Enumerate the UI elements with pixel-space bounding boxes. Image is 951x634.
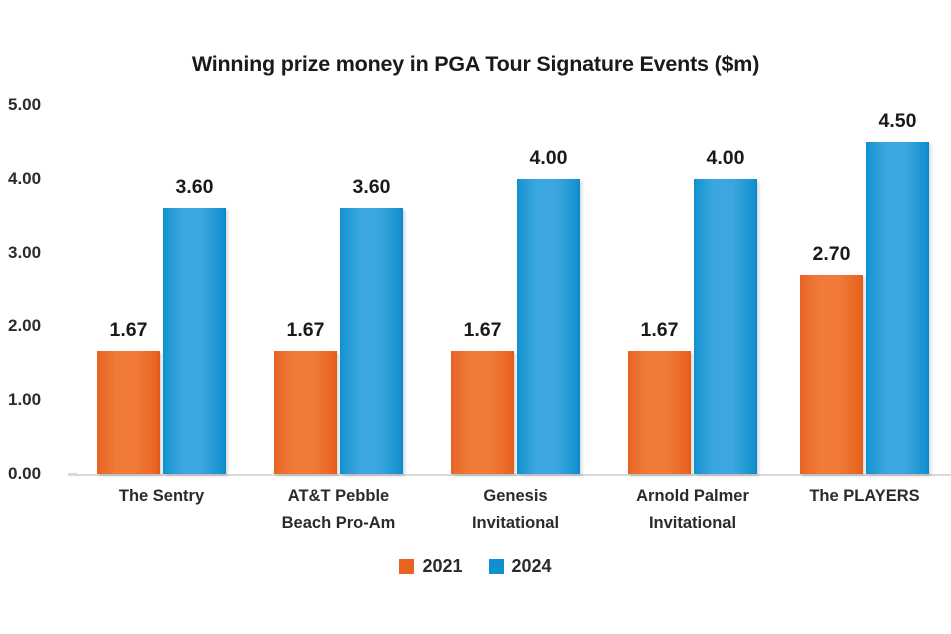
- y-axis-tick-label: 1.00: [8, 390, 42, 410]
- bar-2024-0[interactable]: [163, 208, 226, 474]
- y-axis-tick-label: 2.00: [8, 316, 42, 336]
- bar-value-label: 3.60: [352, 176, 391, 199]
- bar-value-label: 1.67: [286, 318, 325, 341]
- bar-2024-3[interactable]: [694, 178, 757, 474]
- legend-item-2024[interactable]: 2024: [488, 556, 552, 576]
- bar-value-label: 1.67: [640, 318, 679, 341]
- bar-value-label: 1.67: [109, 318, 148, 341]
- legend-label: 2021: [422, 556, 463, 576]
- bar-value-label: 4.50: [878, 109, 917, 132]
- bar-value-label: 2.70: [812, 242, 851, 265]
- bar-2021-4[interactable]: [800, 274, 863, 474]
- bar-2021-0[interactable]: [97, 350, 160, 474]
- chart-title: Winning prize money in PGA Tour Signatur…: [191, 52, 760, 76]
- bar-2024-1[interactable]: [340, 208, 403, 474]
- x-axis-category-line: The PLAYERS: [809, 487, 920, 505]
- legend-label: 2024: [511, 556, 552, 576]
- legend-swatch-icon: [399, 558, 415, 574]
- bar-2021-1[interactable]: [274, 350, 337, 474]
- y-axis-tick-label: 3.00: [8, 242, 42, 262]
- y-axis-tick-mark: [68, 473, 77, 475]
- x-axis-category-line: Invitational: [648, 514, 737, 532]
- x-axis-category-line: Genesis: [483, 487, 548, 505]
- chart-legend: 2021 2024: [0, 557, 951, 575]
- y-axis-tick-label: 4.00: [8, 168, 42, 188]
- x-axis-category-label: Arnold Palmer Invitational: [588, 483, 798, 537]
- x-axis-category-label: Genesis Invitational: [411, 483, 621, 537]
- legend-item-2021[interactable]: 2021: [399, 556, 463, 576]
- x-axis-category-line: The Sentry: [118, 487, 205, 505]
- x-axis-category-line: Beach Pro-Am: [281, 514, 396, 532]
- x-axis-line: [68, 474, 951, 476]
- bar-2021-3[interactable]: [628, 350, 691, 474]
- bar-value-label: 3.60: [175, 176, 214, 199]
- bar-value-label: 4.00: [706, 146, 745, 169]
- y-axis-tick-label: 5.00: [8, 95, 42, 114]
- bar-2024-2[interactable]: [517, 178, 580, 474]
- bar-2021-2[interactable]: [451, 350, 514, 474]
- x-axis-category-label: The Sentry: [57, 483, 267, 510]
- legend-swatch-icon: [488, 558, 504, 574]
- bar-2024-4[interactable]: [866, 141, 929, 474]
- bar-value-label: 1.67: [463, 318, 502, 341]
- x-axis-category-label: AT&T Pebble Beach Pro-Am: [234, 483, 444, 537]
- y-axis-tick-label: 0.00: [8, 464, 42, 483]
- x-axis-category-line: Invitational: [471, 514, 560, 532]
- x-axis-category-label: The PLAYERS: [760, 483, 951, 510]
- x-axis-category-line: AT&T Pebble: [287, 487, 390, 505]
- bar-value-label: 4.00: [529, 146, 568, 169]
- x-axis-category-line: Arnold Palmer: [636, 487, 749, 505]
